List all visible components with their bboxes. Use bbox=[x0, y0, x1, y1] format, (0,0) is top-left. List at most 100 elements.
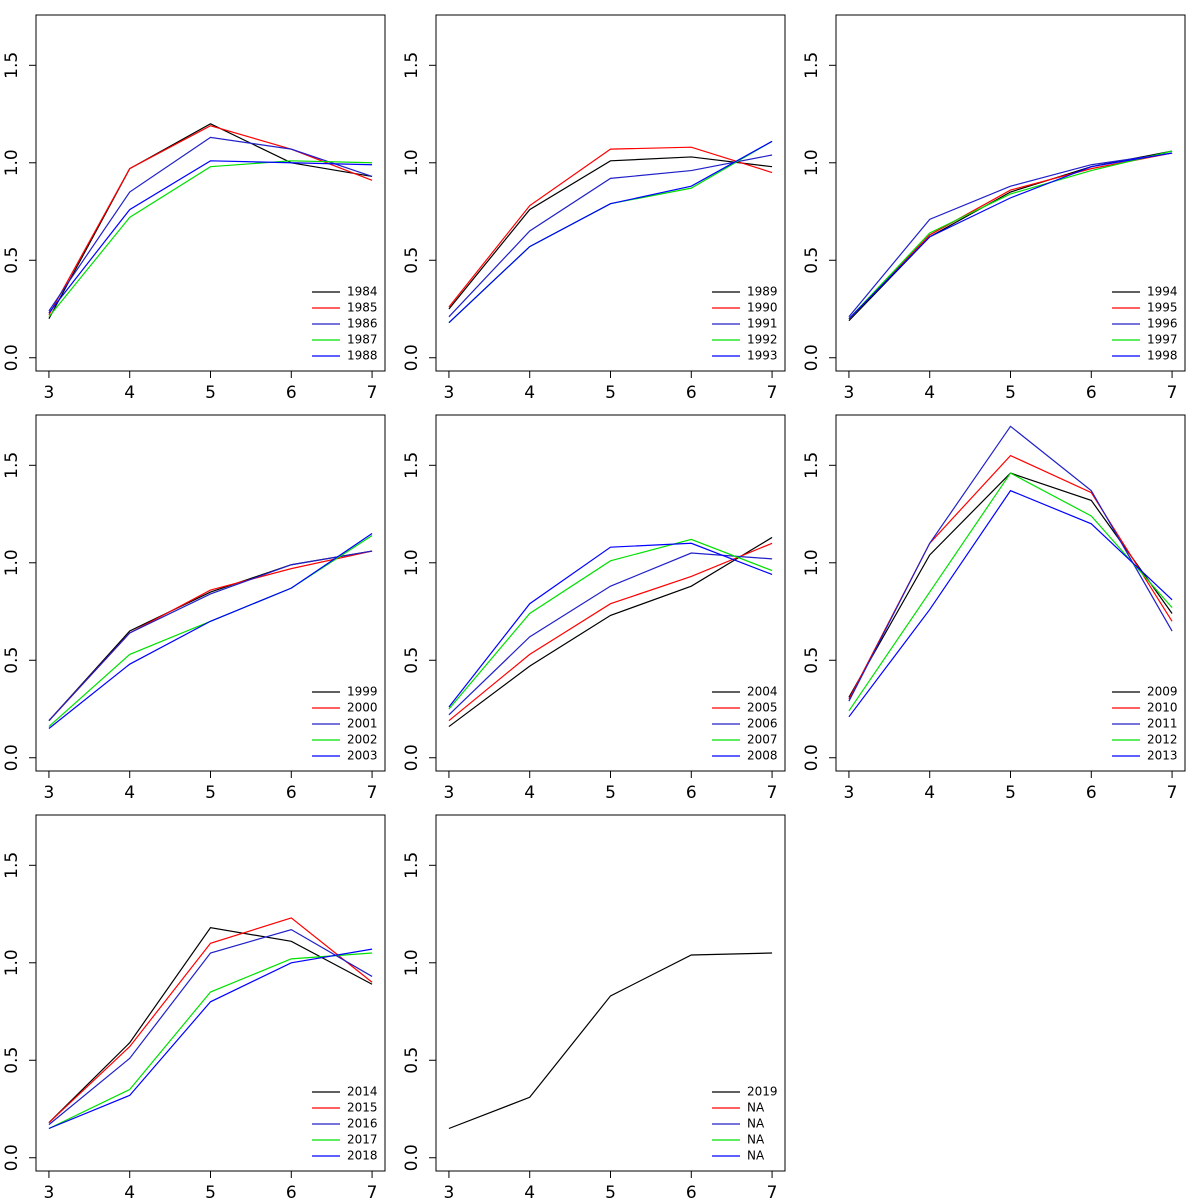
legend-label: 1986 bbox=[347, 317, 378, 331]
x-tick-label: 4 bbox=[124, 383, 135, 403]
y-tick-label: 0.0 bbox=[2, 1144, 22, 1171]
legend-label: 1992 bbox=[747, 333, 778, 347]
panel: 3 4 5 6 7 0.0 0.5 1.0 1.5 1989 1990 1991 1992 1993 bbox=[402, 14, 786, 403]
y-tick-label: 1.0 bbox=[2, 149, 22, 176]
y-tick-label: 1.5 bbox=[802, 52, 822, 79]
legend-label: 2014 bbox=[347, 1085, 378, 1099]
y-tick-label: 0.5 bbox=[802, 247, 822, 274]
legend-label: 1987 bbox=[347, 333, 378, 347]
plot-frame bbox=[835, 14, 1186, 372]
legend-label: 2003 bbox=[347, 749, 378, 763]
legend-label: NA bbox=[747, 1133, 765, 1147]
y-tick-label: 1.0 bbox=[2, 949, 22, 976]
legend-label: 1988 bbox=[347, 349, 378, 363]
x-tick-label: 3 bbox=[44, 1183, 55, 1200]
x-tick-label: 7 bbox=[1167, 783, 1178, 803]
series-line bbox=[48, 123, 373, 320]
y-tick-label: 0.5 bbox=[402, 247, 422, 274]
x-tick-label: 7 bbox=[367, 783, 378, 803]
x-tick-label: 5 bbox=[605, 1183, 616, 1200]
legend-label: 1998 bbox=[1147, 349, 1178, 363]
legend-label: 2002 bbox=[347, 733, 378, 747]
series-line bbox=[448, 542, 773, 708]
legend-label: 1991 bbox=[747, 317, 778, 331]
y-tick-label: 1.5 bbox=[402, 52, 422, 79]
legend-label: 2016 bbox=[347, 1117, 378, 1131]
y-tick-label: 0.5 bbox=[802, 647, 822, 674]
series-line bbox=[448, 156, 773, 310]
x-tick-label: 6 bbox=[686, 383, 697, 403]
y-tick-label: 1.0 bbox=[2, 549, 22, 576]
y-tick-label: 0.0 bbox=[802, 744, 822, 771]
legend-label: 1996 bbox=[1147, 317, 1178, 331]
series-line bbox=[448, 538, 773, 710]
x-tick-label: 4 bbox=[524, 1183, 535, 1200]
plot-frame bbox=[435, 414, 786, 772]
panel: 3 4 5 6 7 0.0 0.5 1.0 1.5 1994 1995 1996 1997 1998 bbox=[802, 14, 1186, 403]
legend-label: 2012 bbox=[1147, 733, 1178, 747]
y-tick-label: 0.5 bbox=[402, 1047, 422, 1074]
legend-label: 2017 bbox=[347, 1133, 378, 1147]
x-tick-label: 5 bbox=[205, 1183, 216, 1200]
legend-label: 2005 bbox=[747, 701, 778, 715]
series-line bbox=[848, 489, 1173, 718]
x-tick-label: 5 bbox=[605, 783, 616, 803]
legend-label: 1989 bbox=[747, 285, 778, 299]
series-line bbox=[48, 550, 373, 722]
panel: 3 4 5 6 7 0.0 0.5 1.0 1.5 1999 2000 2001 2002 2003 bbox=[2, 414, 386, 803]
legend-label: 2007 bbox=[747, 733, 778, 747]
plot-frame bbox=[35, 14, 386, 372]
y-tick-label: 1.0 bbox=[402, 549, 422, 576]
legend-label: 1993 bbox=[747, 349, 778, 363]
y-tick-label: 1.5 bbox=[802, 452, 822, 479]
x-tick-label: 6 bbox=[1086, 783, 1097, 803]
x-tick-label: 7 bbox=[367, 383, 378, 403]
y-tick-label: 1.5 bbox=[2, 52, 22, 79]
y-tick-label: 0.0 bbox=[402, 344, 422, 371]
series-line bbox=[848, 152, 1173, 318]
legend-label: 2010 bbox=[1147, 701, 1178, 715]
x-tick-label: 7 bbox=[367, 1183, 378, 1200]
legend-label: NA bbox=[747, 1117, 765, 1131]
legend-label: 1994 bbox=[1147, 285, 1178, 299]
x-tick-label: 5 bbox=[205, 783, 216, 803]
x-tick-label: 4 bbox=[524, 783, 535, 803]
series-line bbox=[848, 152, 1173, 320]
series-line bbox=[48, 927, 373, 1124]
x-tick-label: 6 bbox=[286, 783, 297, 803]
series-line bbox=[848, 472, 1173, 712]
x-tick-label: 7 bbox=[767, 1183, 778, 1200]
panel: 3 4 5 6 7 0.0 0.5 1.0 1.5 2014 2015 2016 2017 2018 bbox=[2, 814, 386, 1200]
legend-label: 1999 bbox=[347, 685, 378, 699]
x-tick-label: 7 bbox=[767, 383, 778, 403]
legend-label: 2011 bbox=[1147, 717, 1178, 731]
series-line bbox=[848, 472, 1173, 698]
series-line bbox=[48, 928, 373, 1126]
series-line bbox=[48, 534, 373, 727]
series-line bbox=[448, 154, 773, 318]
legend-label: 2008 bbox=[747, 749, 778, 763]
x-tick-label: 5 bbox=[1005, 783, 1016, 803]
legend-label: 1985 bbox=[347, 301, 378, 315]
legend-label: 1990 bbox=[747, 301, 778, 315]
x-tick-label: 3 bbox=[844, 383, 855, 403]
series-line bbox=[848, 425, 1173, 702]
series-line bbox=[848, 150, 1173, 322]
series-line bbox=[48, 160, 373, 314]
series-line bbox=[448, 542, 773, 722]
plot-frame bbox=[435, 14, 786, 372]
series-line bbox=[48, 550, 373, 722]
panel: 3 4 5 6 7 0.0 0.5 1.0 1.5 1984 1985 1986 1987 1988 bbox=[2, 14, 386, 403]
legend-label: 2019 bbox=[747, 1085, 778, 1099]
legend-label: 2004 bbox=[747, 685, 778, 699]
x-tick-label: 3 bbox=[444, 1183, 455, 1200]
series-line bbox=[48, 917, 373, 1124]
series-line bbox=[848, 152, 1173, 320]
plot-frame bbox=[35, 414, 386, 772]
y-tick-label: 1.0 bbox=[802, 149, 822, 176]
legend-label: 2013 bbox=[1147, 749, 1178, 763]
x-tick-label: 6 bbox=[1086, 383, 1097, 403]
y-tick-label: 1.5 bbox=[2, 852, 22, 879]
